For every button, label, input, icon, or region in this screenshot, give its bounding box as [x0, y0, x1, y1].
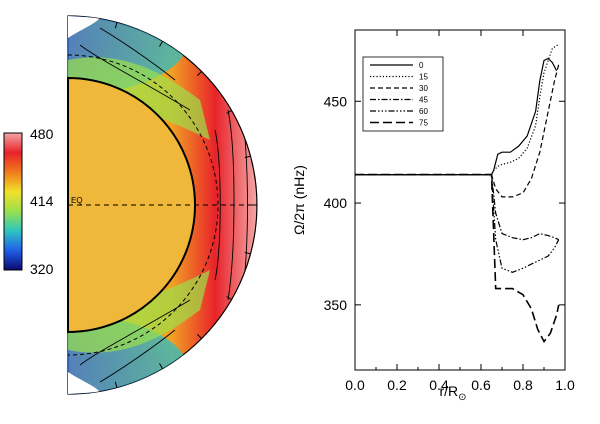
series-lines	[355, 43, 560, 343]
contour-lines	[79, 27, 257, 383]
legend-label-15: 15	[419, 73, 428, 82]
y-axis-label: Ω/2π (nHz)	[291, 165, 307, 235]
legend-label-0: 0	[419, 61, 424, 70]
legend: 0 15 30 45 60 75	[370, 61, 428, 128]
colorbar-max-label: 480	[30, 126, 54, 142]
x-tick-labels: 0.0 0.2 0.4 0.6 0.8 1.0	[345, 377, 575, 393]
rim-tick	[159, 363, 163, 369]
x-tick-label: 0.8	[513, 377, 533, 393]
x-tick-label: 0.6	[471, 377, 491, 393]
colorbar: 480 414 320	[3, 126, 54, 277]
rim-tick	[114, 381, 118, 388]
x-axis-label-text: r/R	[439, 383, 458, 399]
series-line-30	[355, 64, 560, 198]
x-axis-label-subscript: ⊙	[458, 392, 466, 403]
line-chart: 0.0 0.2 0.4 0.6 0.8 1.0 350 400 450 0 15 30 45 60 75…	[291, 29, 575, 403]
y-tick-label: 350	[324, 297, 348, 313]
rim-ticks	[114, 22, 257, 388]
series-line-15	[355, 43, 560, 176]
equator-label: EQ	[71, 196, 83, 205]
meridional-plot: EQ	[67, 15, 258, 395]
rim-tick	[226, 110, 232, 114]
rim-tick	[159, 41, 163, 47]
colorbar-min-label: 320	[30, 261, 54, 277]
y-tick-labels: 350 400 450	[324, 93, 348, 313]
y-tick-label: 450	[324, 93, 348, 109]
x-tick-label: 0.2	[387, 377, 407, 393]
rim-tick	[197, 71, 202, 76]
series-line-45	[355, 174, 559, 241]
colorbar-mid-label: 414	[30, 193, 54, 209]
series-line-0	[355, 57, 558, 176]
white-pole-north	[68, 16, 100, 38]
rim-tick	[244, 155, 251, 159]
legend-box	[362, 56, 444, 132]
series-line-75	[355, 173, 560, 343]
legend-label-75: 75	[419, 119, 428, 128]
y-tick-label: 400	[324, 195, 348, 211]
x-tick-label: 0.0	[345, 377, 365, 393]
rim-tick	[226, 296, 232, 300]
x-tick-label: 1.0	[555, 377, 575, 393]
rim-tick	[114, 22, 118, 29]
rim-tick	[244, 251, 251, 255]
x-axis-label: r/R⊙	[439, 383, 466, 403]
axis-ticks	[354, 30, 566, 370]
legend-label-60: 60	[419, 107, 428, 116]
colorbar-fill	[3, 132, 23, 271]
legend-label-30: 30	[419, 84, 428, 93]
series-line-60	[355, 174, 560, 273]
x-tick-label: 0.4	[429, 377, 449, 393]
rim-tick	[197, 334, 202, 339]
white-pole-south	[68, 372, 100, 394]
legend-label-45: 45	[419, 96, 428, 105]
tachocline-boundary	[67, 54, 219, 356]
